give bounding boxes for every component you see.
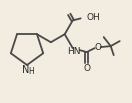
Text: N: N — [22, 65, 30, 75]
Text: O: O — [83, 64, 90, 73]
Text: O: O — [94, 43, 101, 52]
Text: H: H — [29, 67, 34, 76]
Text: HN: HN — [67, 47, 81, 56]
Text: OH: OH — [87, 13, 100, 22]
